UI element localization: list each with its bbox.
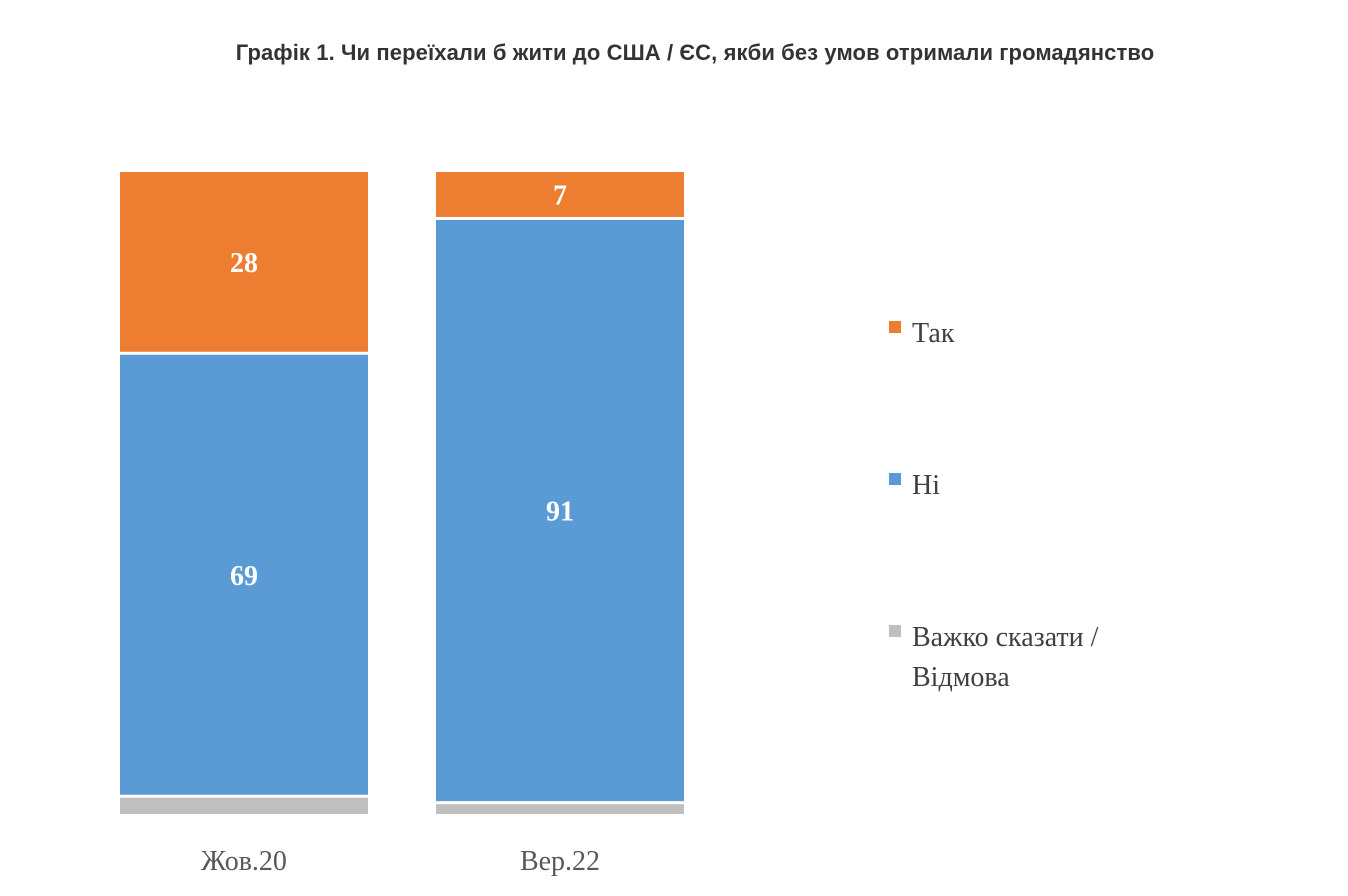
bar-segment-вер-22-series-1 (436, 219, 684, 802)
bar-segment-жов-20-series-2 (120, 797, 368, 814)
bar-segment-вер-22-series-2 (436, 804, 684, 814)
bar-labels-group: 28 69 7 91 (230, 180, 574, 591)
category-label-вер-22: Вер.22 (520, 846, 600, 877)
bar-segment-жов-20-series-1 (120, 354, 368, 795)
bar-segment-вер-22-series-0 (436, 172, 684, 217)
data-label-вер-22-series-0: 7 (553, 180, 567, 211)
bar-segment-жов-20-series-0 (120, 172, 368, 352)
category-labels-group: Жов.20 Вер.22 (201, 846, 600, 877)
legend-swatch-series-0 (889, 321, 901, 333)
data-label-вер-22-series-1: 91 (546, 497, 574, 528)
legend: Так Ні Важко сказати / Відмова (889, 318, 1099, 693)
legend-label-series-0: Так (912, 318, 955, 349)
legend-swatch-series-1 (889, 473, 901, 485)
data-label-жов-20-series-0: 28 (230, 248, 258, 279)
category-label-жов-20: Жов.20 (201, 846, 287, 877)
legend-label-series-1: Ні (912, 470, 940, 501)
legend-swatch-series-2 (889, 625, 901, 637)
chart-title: Графік 1. Чи переїхали б жити до США / Є… (235, 40, 1155, 65)
bars-group (120, 172, 684, 814)
legend-label-series-2: Важко сказати / Відмова (912, 622, 1099, 693)
data-label-жов-20-series-1: 69 (230, 561, 258, 592)
